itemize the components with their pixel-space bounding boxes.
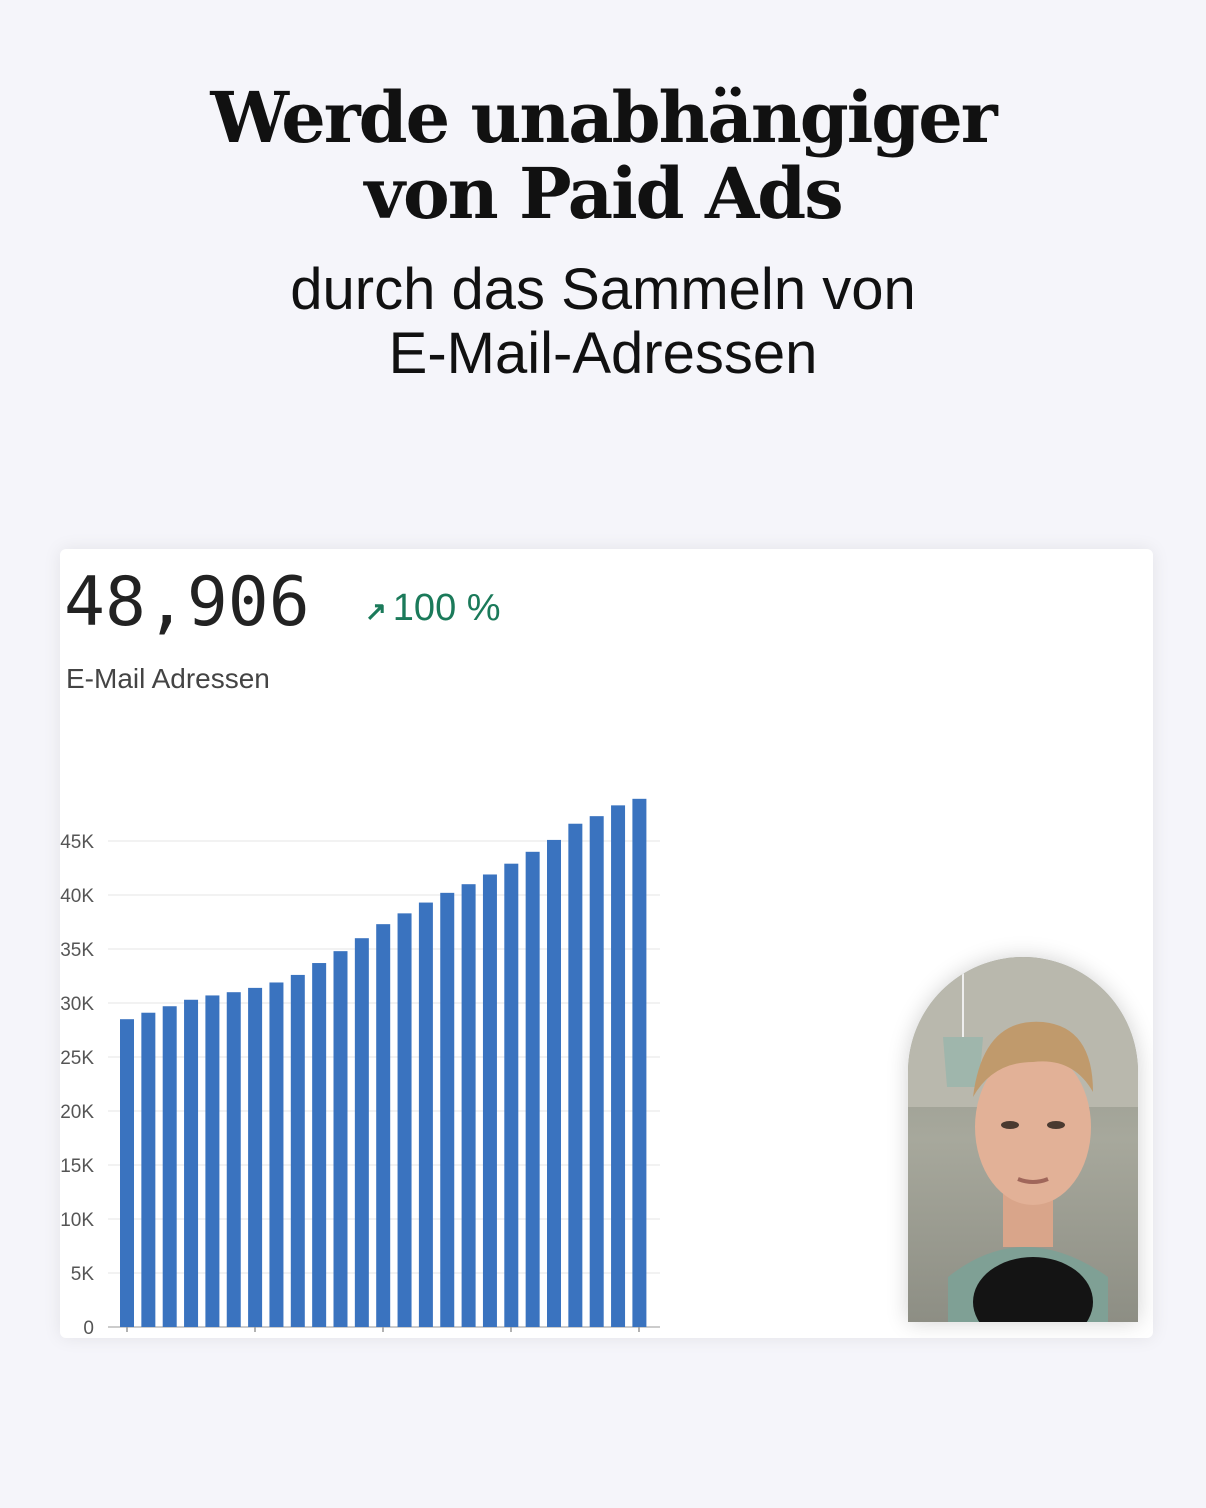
bar: [333, 951, 348, 1327]
bar: [184, 999, 199, 1327]
y-tick-label: 20K: [60, 1102, 94, 1123]
bar: [525, 851, 540, 1327]
presenter-illustration: [908, 957, 1138, 1322]
arrow-up-right-icon: ↗: [365, 596, 387, 626]
bar: [440, 892, 455, 1327]
bar: [376, 924, 391, 1327]
bar: [418, 902, 433, 1327]
metric-value: 48,906: [64, 563, 310, 642]
bar: [141, 1012, 156, 1327]
bar: [568, 823, 583, 1327]
metric-label: E-Mail Adressen: [66, 663, 270, 694]
bar: [632, 798, 647, 1327]
metric-change-value: 100 %: [392, 587, 501, 629]
bar: [205, 995, 220, 1327]
headline-line-2: von Paid Ads: [364, 152, 843, 235]
y-tick-label: 30K: [60, 994, 94, 1015]
bar: [312, 963, 327, 1327]
y-tick-label: 40K: [60, 886, 94, 907]
metric-change: ↗ 100 %: [365, 587, 501, 630]
y-tick-label: 15K: [60, 1156, 94, 1177]
headline: Werde unabhängiger von Paid Ads: [0, 80, 1206, 232]
bar: [354, 938, 369, 1327]
bar: [162, 1006, 177, 1327]
y-tick-label: 35K: [60, 940, 94, 961]
bar: [248, 987, 263, 1327]
bar: [589, 816, 604, 1327]
y-tick-label: 5K: [71, 1264, 95, 1285]
y-tick-label: 0: [83, 1318, 94, 1338]
bar: [290, 974, 305, 1327]
subheadline-line-1: durch das Sammeln von: [290, 257, 916, 322]
bar: [611, 805, 626, 1327]
y-tick-label: 25K: [60, 1048, 94, 1069]
bar: [547, 839, 561, 1327]
bar: [397, 913, 412, 1327]
bar-chart: 0 5K 10K 15K 20K 25K 30K 35K 40K 45K: [60, 798, 660, 1338]
bar: [461, 884, 476, 1327]
bar: [482, 874, 497, 1327]
headline-line-1: Werde unabhängiger: [210, 76, 997, 159]
subheadline-line-2: E-Mail-Adressen: [388, 321, 818, 386]
bar: [120, 1019, 134, 1327]
chart-card: 48,906 ↗ 100 % E-Mail Adressen 0 5K 10K 15K 2…: [60, 549, 1153, 1338]
bar: [269, 982, 284, 1327]
subheadline: durch das Sammeln von E-Mail-Adressen: [0, 258, 1206, 386]
bar: [504, 863, 519, 1327]
presenter-photo: [908, 957, 1138, 1322]
y-tick-label: 10K: [60, 1210, 94, 1231]
y-tick-label: 45K: [60, 832, 94, 853]
bar: [226, 992, 241, 1327]
